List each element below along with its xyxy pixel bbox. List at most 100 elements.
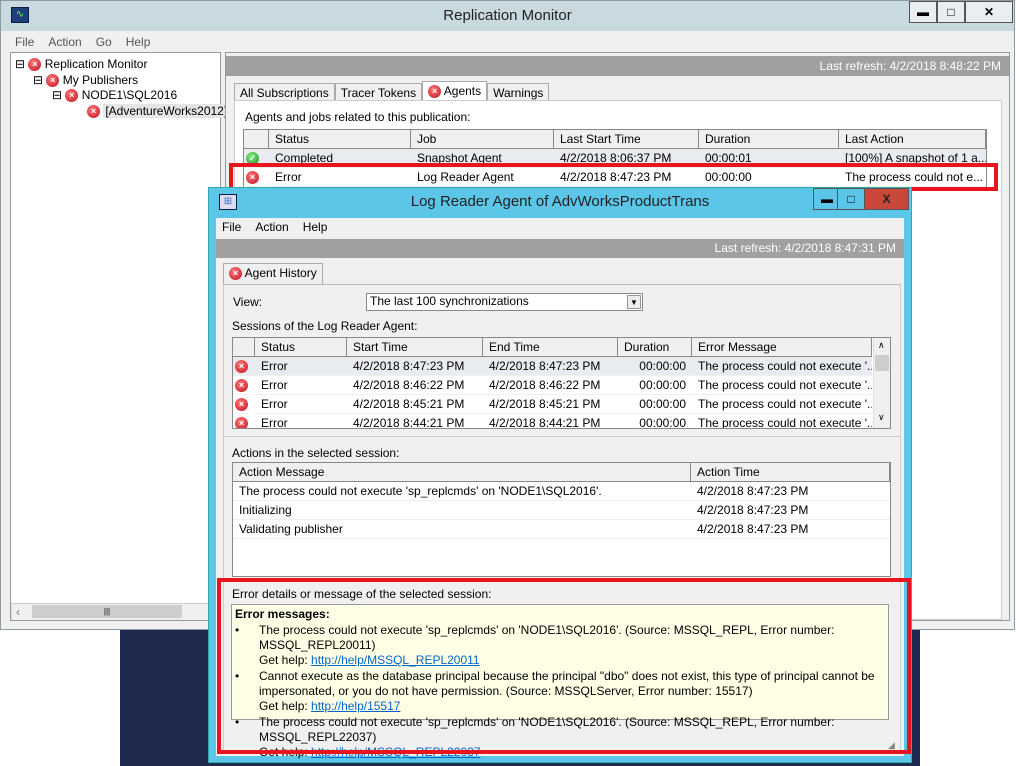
menu-bar: File Action Go Help xyxy=(15,35,164,49)
session-row[interactable]: × Error 4/2/2018 8:47:23 PM 4/2/2018 8:47:2… xyxy=(233,357,872,376)
session-row[interactable]: × Error 4/2/2018 8:46:22 PM 4/2/2018 8:46:2… xyxy=(233,376,872,395)
menu-action[interactable]: Action xyxy=(255,220,289,234)
menu-file[interactable]: File xyxy=(15,35,35,49)
column-header-action-time[interactable]: Action Time xyxy=(691,463,890,482)
dialog-title: Log Reader Agent of AdvWorksProductTrans xyxy=(410,193,710,210)
error-message-item: Cannot execute as the database principal… xyxy=(235,669,885,714)
column-header-duration[interactable]: Duration xyxy=(618,338,692,357)
column-header-duration[interactable]: Duration xyxy=(699,130,839,149)
session-row[interactable]: × Error 4/2/2018 8:44:21 PM 4/2/2018 8:44:2… xyxy=(233,414,872,428)
cell-job: Log Reader Agent xyxy=(411,168,554,187)
tree-node-replication-monitor[interactable]: ⊟ × Replication Monitor xyxy=(15,57,148,72)
scrollbar-thumb[interactable] xyxy=(875,355,889,371)
cell-start: 4/2/2018 8:47:23 PM xyxy=(554,168,699,187)
cell-start: 4/2/2018 8:46:22 PM xyxy=(347,376,483,395)
cell-status: Error xyxy=(255,357,347,376)
tree-node-node1[interactable]: ⊟ × NODE1\SQL2016 xyxy=(52,88,178,103)
replication-monitor-app-icon: ∿ xyxy=(11,7,29,23)
sessions-label: Sessions of the Log Reader Agent: xyxy=(232,319,418,333)
session-row[interactable]: × Error 4/2/2018 8:45:21 PM 4/2/2018 8:45:2… xyxy=(233,395,872,414)
column-header-icon xyxy=(244,130,269,149)
vertical-scrollbar[interactable]: ∧ ∨ xyxy=(873,338,890,428)
column-header-status[interactable]: Status xyxy=(255,338,347,357)
cell-duration: 00:00:01 xyxy=(699,149,839,168)
menu-go[interactable]: Go xyxy=(95,35,112,49)
cell-duration: 00:00:00 xyxy=(618,376,692,395)
column-header-action-message[interactable]: Action Message xyxy=(233,463,691,482)
error-icon: × xyxy=(65,89,79,103)
error-icon: × xyxy=(428,85,442,99)
column-header-last-start-time[interactable]: Last Start Time xyxy=(554,130,699,149)
column-header-job[interactable]: Job xyxy=(411,130,554,149)
tab-tracer-tokens[interactable]: Tracer Tokens xyxy=(334,83,423,102)
cell-start: 4/2/2018 8:06:37 PM xyxy=(554,149,699,168)
column-header-last-action[interactable]: Last Action xyxy=(839,130,986,149)
cell-end: 4/2/2018 8:45:21 PM xyxy=(483,395,618,414)
agents-label: Agents and jobs related to this publicat… xyxy=(245,110,471,124)
title-bar: ∿ Replication Monitor ▬ □ ✕ xyxy=(1,1,1014,31)
cell-status: Error xyxy=(255,376,347,395)
cell-status: Error xyxy=(255,414,347,428)
cell-action: The process could not e... xyxy=(839,168,986,187)
dialog-last-refresh: Last refresh: 4/2/2018 8:47:31 PM xyxy=(216,239,904,258)
menu-action[interactable]: Action xyxy=(48,35,82,49)
tab-agent-history[interactable]: × Agent History xyxy=(223,263,323,285)
divider xyxy=(224,436,900,437)
column-header-start-time[interactable]: Start Time xyxy=(347,338,483,357)
column-header-status[interactable]: Status xyxy=(269,130,411,149)
close-button[interactable]: ✕ xyxy=(965,1,1013,23)
tab-agents[interactable]: × Agents xyxy=(422,81,488,102)
error-text: Cannot execute as the database principal… xyxy=(259,669,875,698)
get-help-label: Get help: xyxy=(259,653,308,667)
chevron-down-icon[interactable]: ▼ xyxy=(627,295,641,309)
horizontal-scrollbar[interactable]: ‹|||› xyxy=(11,603,220,620)
menu-file[interactable]: File xyxy=(222,220,242,234)
cell-message: Validating publisher xyxy=(233,520,691,539)
dialog-app-icon: ⊞ xyxy=(219,194,237,210)
column-header-end-time[interactable]: End Time xyxy=(483,338,618,357)
cell-message: The process could not execute '... xyxy=(692,357,872,376)
resize-grip[interactable]: ◢ xyxy=(888,740,895,750)
tab-all-subscriptions[interactable]: All Subscriptions xyxy=(234,83,335,102)
scrollbar-thumb[interactable]: ||| xyxy=(32,605,182,618)
cell-end: 4/2/2018 8:47:23 PM xyxy=(483,357,618,376)
action-row[interactable]: Validating publisher 4/2/2018 8:47:23 PM xyxy=(233,520,890,539)
maximize-button[interactable]: □ xyxy=(937,1,965,23)
cell-message: Initializing xyxy=(233,501,691,520)
error-text: The process could not execute 'sp_replcm… xyxy=(259,715,835,744)
action-row[interactable]: Initializing 4/2/2018 8:47:23 PM xyxy=(233,501,890,520)
agents-grid: Status Job Last Start Time Duration Last Act… xyxy=(243,129,987,191)
cell-message: The process could not execute 'sp_replcm… xyxy=(233,482,691,501)
cell-start: 4/2/2018 8:47:23 PM xyxy=(347,357,483,376)
cell-message: The process could not execute '... xyxy=(692,395,872,414)
error-text: The process could not execute 'sp_replcm… xyxy=(259,623,835,652)
dialog-close-button[interactable]: X xyxy=(864,188,909,210)
tab-strip: All Subscriptions Tracer Tokens × Agents… xyxy=(234,81,550,102)
help-link[interactable]: http://help/MSSQL_REPL20011 xyxy=(311,653,480,667)
log-reader-agent-dialog: ⊞ Log Reader Agent of AdvWorksProductTra… xyxy=(208,187,912,763)
cell-duration: 00:00:00 xyxy=(618,357,692,376)
status-success-icon: ✓ xyxy=(246,149,259,168)
dialog-minimize-button[interactable]: ▬ xyxy=(813,188,841,210)
status-error-icon: × xyxy=(235,395,248,414)
minimize-button[interactable]: ▬ xyxy=(909,1,937,23)
help-link[interactable]: http://help/15517 xyxy=(311,699,401,713)
get-help-label: Get help: xyxy=(259,699,308,713)
action-row[interactable]: The process could not execute 'sp_replcm… xyxy=(233,482,890,501)
menu-help[interactable]: Help xyxy=(302,220,328,234)
tree-node-adventureworks[interactable]: × [AdventureWorks2012] xyxy=(87,104,230,119)
tab-warnings[interactable]: Warnings xyxy=(487,83,550,102)
error-messages-heading: Error messages: xyxy=(235,607,330,621)
error-icon: × xyxy=(87,105,100,119)
status-error-icon: × xyxy=(235,414,248,428)
cell-start: 4/2/2018 8:44:21 PM xyxy=(347,414,483,428)
menu-help[interactable]: Help xyxy=(125,35,151,49)
error-icon: × xyxy=(28,58,42,72)
tree-node-my-publishers[interactable]: ⊟ × My Publishers xyxy=(33,73,139,88)
dialog-maximize-button[interactable]: □ xyxy=(837,188,865,210)
column-header-error-message[interactable]: Error Message xyxy=(692,338,872,357)
sessions-grid: ∧ ∨ Status Start Time End Time Duration Error… xyxy=(232,337,891,429)
error-icon: × xyxy=(229,267,242,281)
view-select[interactable]: The last 100 synchronizations ▼ xyxy=(366,293,643,311)
agent-row[interactable]: × Error Log Reader Agent 4/2/2018 8:47:23 P… xyxy=(244,168,986,187)
